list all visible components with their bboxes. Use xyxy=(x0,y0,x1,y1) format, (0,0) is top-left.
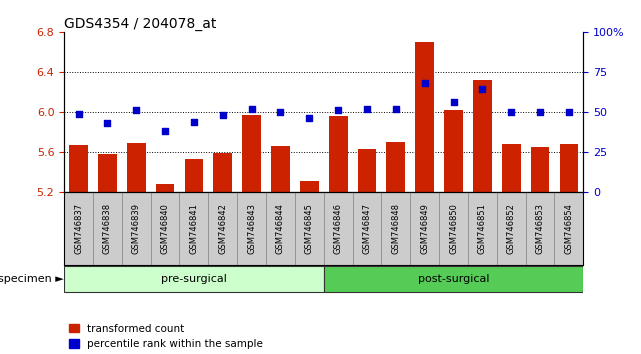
Point xyxy=(564,109,574,115)
Bar xyxy=(526,192,554,265)
Bar xyxy=(242,115,261,192)
Point xyxy=(449,99,459,105)
Text: GSM746849: GSM746849 xyxy=(420,203,429,254)
Bar xyxy=(560,144,578,192)
Bar xyxy=(353,192,381,265)
Point xyxy=(188,119,199,124)
Bar xyxy=(381,192,410,265)
Point xyxy=(391,106,401,112)
Bar xyxy=(271,146,290,192)
Point xyxy=(535,109,545,115)
Text: GSM746838: GSM746838 xyxy=(103,203,112,254)
Text: GSM746850: GSM746850 xyxy=(449,203,458,254)
Bar xyxy=(237,192,266,265)
Bar xyxy=(156,184,174,192)
Text: GSM746837: GSM746837 xyxy=(74,203,83,254)
Point xyxy=(276,109,286,115)
Bar xyxy=(179,192,208,265)
Bar xyxy=(93,192,122,265)
Point xyxy=(477,87,487,92)
Bar xyxy=(444,110,463,192)
Text: GSM746841: GSM746841 xyxy=(189,203,199,254)
Bar xyxy=(473,80,492,192)
Bar xyxy=(213,153,232,192)
Bar xyxy=(127,143,146,192)
Point xyxy=(333,108,344,113)
Point xyxy=(246,106,256,112)
Bar xyxy=(300,181,319,192)
Text: GSM746846: GSM746846 xyxy=(333,203,343,254)
Point xyxy=(74,111,83,116)
Text: GSM746848: GSM746848 xyxy=(391,203,401,254)
Text: GSM746847: GSM746847 xyxy=(362,203,372,254)
Point xyxy=(304,115,315,121)
Bar xyxy=(151,192,179,265)
Bar xyxy=(387,142,405,192)
Bar xyxy=(64,266,324,292)
Point xyxy=(131,108,142,113)
Text: pre-surgical: pre-surgical xyxy=(161,274,227,284)
Legend: transformed count, percentile rank within the sample: transformed count, percentile rank withi… xyxy=(69,324,263,349)
Bar xyxy=(358,149,376,192)
Bar xyxy=(468,192,497,265)
Bar xyxy=(69,145,88,192)
Text: post-surgical: post-surgical xyxy=(418,274,489,284)
Text: GSM746851: GSM746851 xyxy=(478,203,487,254)
Bar xyxy=(185,159,203,192)
Bar xyxy=(531,147,549,192)
Text: GSM746853: GSM746853 xyxy=(535,203,545,254)
Bar xyxy=(415,42,434,192)
Point xyxy=(160,128,171,134)
Text: GSM746854: GSM746854 xyxy=(564,203,574,254)
Bar xyxy=(98,154,117,192)
Text: GDS4354 / 204078_at: GDS4354 / 204078_at xyxy=(64,17,217,31)
Bar xyxy=(324,266,583,292)
Bar xyxy=(295,192,324,265)
Point xyxy=(506,109,517,115)
Text: GSM746844: GSM746844 xyxy=(276,203,285,254)
Text: GSM746843: GSM746843 xyxy=(247,203,256,254)
Bar xyxy=(439,192,468,265)
Point xyxy=(362,106,372,112)
Text: GSM746840: GSM746840 xyxy=(160,203,170,254)
Point xyxy=(218,112,228,118)
Text: GSM746842: GSM746842 xyxy=(218,203,228,254)
Text: GSM746845: GSM746845 xyxy=(304,203,314,254)
Bar xyxy=(266,192,295,265)
Bar xyxy=(497,192,526,265)
Bar xyxy=(554,192,583,265)
Bar xyxy=(410,192,439,265)
Text: GSM746839: GSM746839 xyxy=(131,203,141,254)
Bar xyxy=(502,144,520,192)
Bar xyxy=(122,192,151,265)
Bar xyxy=(329,116,347,192)
Text: specimen ►: specimen ► xyxy=(0,274,64,284)
Bar xyxy=(64,192,93,265)
Bar xyxy=(208,192,237,265)
Point xyxy=(420,80,430,86)
Text: GSM746852: GSM746852 xyxy=(506,203,516,254)
Point xyxy=(103,120,113,126)
Bar xyxy=(324,192,353,265)
